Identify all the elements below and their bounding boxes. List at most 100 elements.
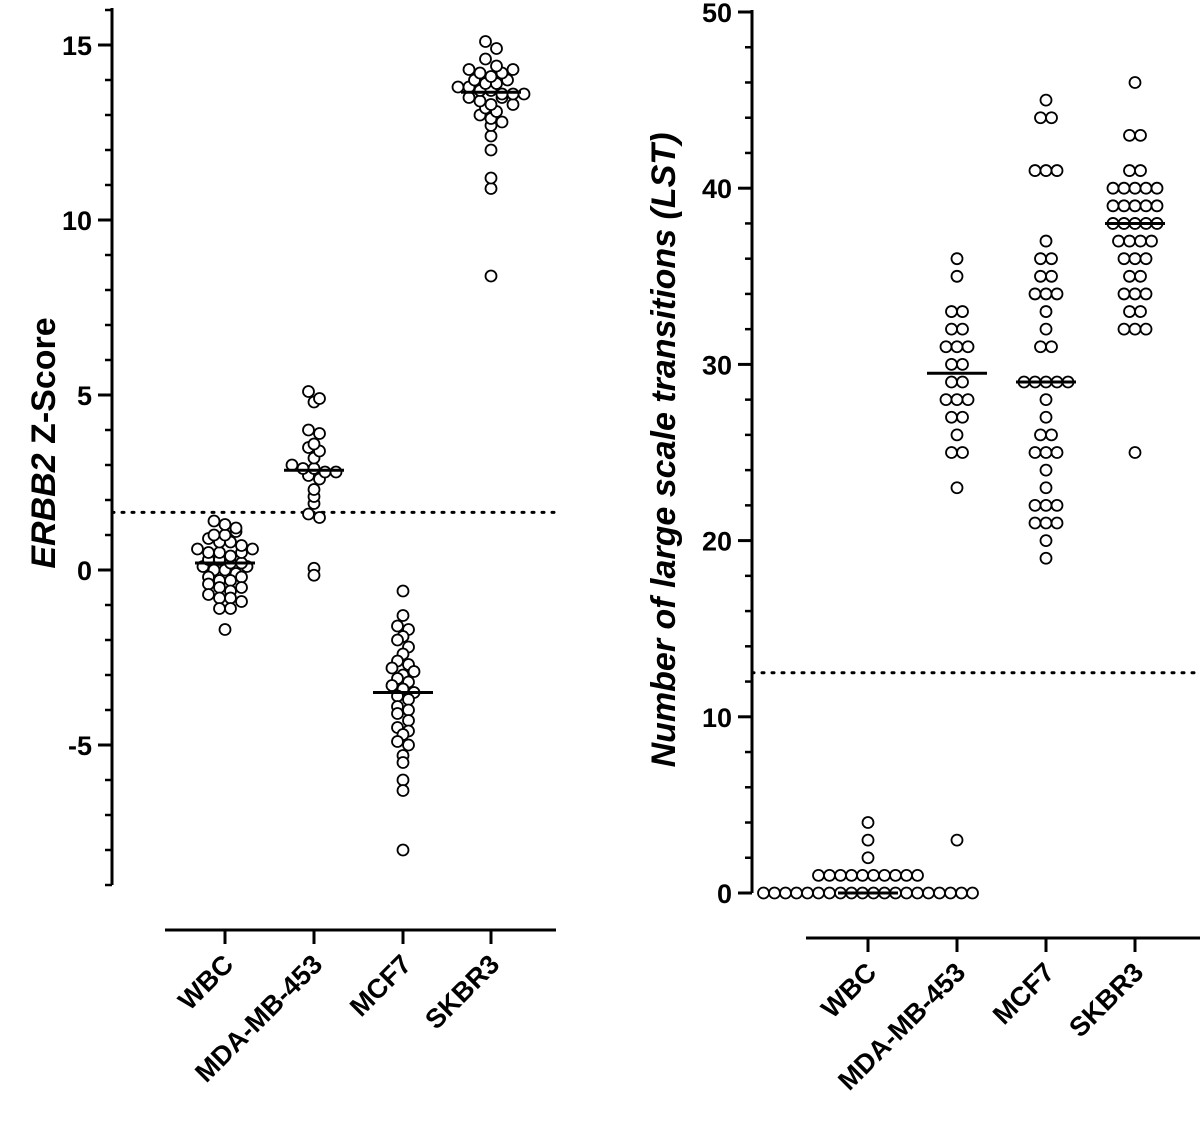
data-point: [484, 269, 498, 283]
data-point: [1128, 446, 1142, 459]
data-point: [1050, 516, 1064, 530]
data-point: [1039, 551, 1053, 565]
y-axis-title-part: ERBB2: [25, 453, 63, 568]
data-point: [517, 87, 531, 101]
data-point: [1039, 287, 1053, 301]
data-point: [473, 66, 487, 80]
x-category-label: SKBR3: [419, 949, 505, 1035]
data-point: [396, 784, 410, 797]
lst-panel: 0 10 20 30 40 50 Number of large scale transit…: [645, 0, 1200, 1096]
data-point: [1050, 498, 1064, 512]
data-point: [900, 886, 913, 900]
data-point: [318, 465, 332, 479]
data-point: [484, 70, 498, 83]
data-point: [495, 115, 509, 129]
data-point: [945, 446, 958, 459]
data-point: [1123, 305, 1136, 318]
data-point: [402, 738, 415, 752]
data-point: [757, 886, 770, 900]
data-point: [823, 886, 836, 900]
data-point: [396, 773, 410, 787]
data-point: [1128, 199, 1142, 213]
data-point: [218, 518, 232, 531]
data-point: [1039, 322, 1053, 336]
data-point: [495, 87, 509, 101]
data-point: [213, 546, 226, 559]
y-tick-label: 0: [717, 879, 732, 909]
data-point: [945, 410, 958, 424]
data-point: [191, 542, 204, 556]
x-category-label: WBC: [815, 957, 882, 1024]
data-point: [1039, 481, 1053, 495]
x-category-label: MCF7: [987, 957, 1060, 1030]
data-point: [391, 707, 404, 720]
data-point: [1039, 498, 1053, 512]
data-point: [1028, 516, 1042, 530]
data-point: [506, 98, 520, 111]
data-point: [313, 427, 326, 440]
data-point: [1034, 340, 1047, 354]
data-point: [462, 63, 476, 76]
data-point: [1134, 269, 1147, 283]
data-point: [207, 514, 221, 528]
data-point: [834, 868, 847, 882]
data-point: [956, 322, 969, 336]
data-point: [235, 539, 248, 552]
data-point: [1050, 446, 1064, 459]
data-point: [473, 94, 487, 108]
data-point: [1050, 164, 1064, 177]
data-point: [207, 528, 221, 542]
data-point: [1039, 234, 1053, 248]
data-point: [307, 483, 321, 496]
y-axis-title: Number of large scale transitions (LST): [645, 133, 683, 768]
data-point: [224, 602, 237, 615]
data-point: [945, 322, 958, 336]
data-point: [1028, 287, 1042, 301]
y-tick-label: 10: [62, 206, 92, 236]
data-point: [490, 59, 503, 73]
data-point: [1106, 181, 1120, 195]
data-point: [396, 609, 410, 622]
data-point: [1117, 287, 1131, 301]
x-category-label: SKBR3: [1063, 957, 1149, 1043]
data-point: [950, 481, 964, 495]
data-point: [1045, 340, 1058, 354]
data-point: [1039, 305, 1053, 318]
data-point: [779, 886, 792, 900]
data-point: [1045, 252, 1058, 266]
data-point: [391, 735, 404, 748]
data-point: [1112, 234, 1125, 248]
data-point: [402, 703, 415, 717]
data-point: [1028, 498, 1042, 512]
data-point: [1145, 234, 1158, 248]
data-point: [1106, 199, 1120, 213]
data-point: [878, 868, 891, 882]
data-point: [213, 591, 226, 605]
data-point: [484, 143, 498, 157]
data-point: [801, 886, 814, 900]
y-axis-title-part: Number of large scale transitions (LST): [645, 133, 683, 768]
data-point: [1034, 428, 1047, 442]
data-point: [235, 581, 248, 594]
data-point: [950, 269, 964, 283]
data-point: [861, 833, 875, 847]
data-point: [479, 35, 492, 48]
data-point: [479, 52, 492, 66]
data-point: [812, 886, 825, 900]
data-point: [1117, 322, 1131, 336]
data-point: [224, 574, 237, 587]
data-point: [861, 851, 875, 865]
data-point: [1039, 393, 1053, 407]
data-point: [1139, 252, 1153, 266]
data-point: [407, 665, 421, 678]
data-point: [867, 868, 880, 882]
data-point: [1128, 287, 1142, 301]
data-point: [1128, 181, 1142, 195]
data-point: [922, 886, 935, 900]
data-point: [313, 511, 326, 524]
data-point: [484, 129, 498, 143]
data-point: [402, 714, 415, 727]
y-axis-title: ERBB2 Z-Score: [25, 317, 63, 568]
data-point: [1039, 410, 1053, 424]
data-point: [889, 868, 902, 882]
